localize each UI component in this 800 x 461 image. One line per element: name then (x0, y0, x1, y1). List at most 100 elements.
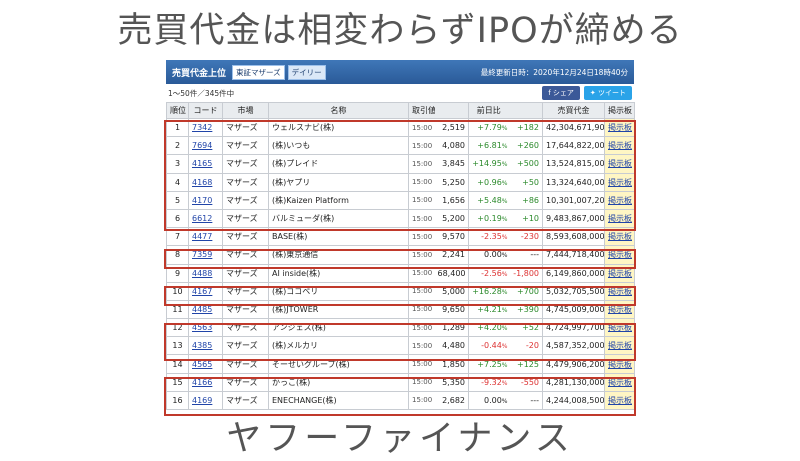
code-link[interactable]: 4485 (188, 299, 223, 320)
time-cell: 15:00 (408, 299, 435, 320)
board-link[interactable]: 掲示板 (604, 336, 635, 356)
code-link[interactable]: 4168 (188, 172, 223, 192)
table-row: 3 4165 マザーズ (株)プレイド 15:00 3,845 +14.95% +500 13,… (166, 154, 635, 174)
time-cell: 15:00 (408, 154, 435, 174)
change-cell: --- (508, 245, 543, 265)
rank-cell: 1 (166, 117, 189, 138)
price-cell: 5,350 (434, 372, 469, 392)
price-cell: 2,519 (434, 117, 469, 138)
last-updated: 最終更新日時：2020年12月24日18時40分 (480, 67, 628, 77)
code-link[interactable]: 6612 (188, 208, 223, 229)
price-cell: 2,241 (434, 245, 469, 265)
code-link[interactable]: 7359 (188, 245, 223, 265)
board-link[interactable]: 掲示板 (604, 245, 635, 265)
code-link[interactable]: 4166 (188, 372, 223, 392)
name-cell: そーせいグループ(株) (268, 354, 409, 374)
board-link[interactable]: 掲示板 (604, 172, 635, 192)
rank-cell: 6 (166, 208, 189, 229)
board-link[interactable]: 掲示板 (604, 390, 635, 411)
table-row: 5 4170 マザーズ (株)Kaizen Platform 15:00 1,656 +5.… (166, 190, 635, 210)
code-link[interactable]: 4477 (188, 227, 223, 247)
rank-cell: 15 (166, 372, 189, 392)
table-body: 1 7342 マザーズ ウェルスナビ(株) 15:00 2,519 +7.79% +182 42… (166, 117, 635, 411)
code-link[interactable]: 4169 (188, 390, 223, 411)
board-link[interactable]: 掲示板 (604, 263, 635, 283)
rank-cell: 14 (166, 354, 189, 374)
trading-value-cell: 4,724,997,700 (542, 318, 605, 338)
code-link[interactable]: 4563 (188, 318, 223, 338)
change-cell: +86 (508, 190, 543, 210)
name-cell: バルミューダ(株) (268, 208, 409, 229)
board-link[interactable]: 掲示板 (604, 190, 635, 210)
table-row: 15 4166 マザーズ かっこ(株) 15:00 5,350 -9.32% -550 4,28… (166, 372, 635, 392)
change-cell: +50 (508, 172, 543, 192)
twitter-share-button[interactable]: ✦ ツイート (583, 86, 632, 100)
rank-cell: 16 (166, 390, 189, 411)
time-cell: 15:00 (408, 172, 435, 192)
price-cell: 9,570 (434, 227, 469, 247)
table-row: 2 7694 マザーズ (株)いつも 15:00 4,080 +6.81% +260 17,64… (166, 136, 635, 156)
change-pct-value: +14.95 (472, 159, 502, 169)
board-link-label: 掲示板 (608, 123, 632, 133)
change-pct-value: +5.48 (477, 195, 502, 205)
market-cell: マザーズ (222, 299, 269, 320)
market-cell: マザーズ (222, 336, 269, 356)
trading-value-cell: 4,745,009,000 (542, 299, 605, 320)
col-board-header: 掲示板 (604, 102, 635, 119)
board-link[interactable]: 掲示板 (604, 227, 635, 247)
change-pct-value: 0.00 (483, 250, 502, 260)
board-link[interactable]: 掲示板 (604, 354, 635, 374)
market-cell: マザーズ (222, 154, 269, 174)
trading-value-cell: 4,244,008,500 (542, 390, 605, 411)
code-link[interactable]: 4170 (188, 190, 223, 210)
panel-titlebar: 売買代金上位 東証マザーズ デイリー 最終更新日時：2020年12月24日18時… (166, 60, 634, 84)
code-link[interactable]: 4385 (188, 336, 223, 356)
board-link-label: 掲示板 (608, 177, 632, 187)
board-link-label: 掲示板 (608, 268, 632, 278)
slide-footer: ヤフーファイナンス (226, 419, 574, 459)
facebook-share-button[interactable]: f シェア (542, 86, 580, 100)
rank-cell: 7 (166, 227, 189, 247)
change-pct-value: -2.35 (481, 232, 502, 242)
board-link[interactable]: 掲示板 (604, 208, 635, 229)
name-cell: (株)東京通信 (268, 245, 409, 265)
code-link[interactable]: 4167 (188, 281, 223, 301)
board-link-label: 掲示板 (608, 341, 632, 351)
trading-value-cell: 8,593,608,000 (542, 227, 605, 247)
panel-subbar: 1～50件／345件中 f シェア ✦ ツイート (166, 84, 634, 102)
col-time-header: 取引値 (408, 102, 435, 119)
trading-value-cell: 13,324,640,000 (542, 172, 605, 192)
tab-period[interactable]: デイリー (287, 64, 326, 80)
board-link[interactable]: 掲示板 (604, 299, 635, 320)
table-row: 14 4565 マザーズ そーせいグループ(株) 15:00 1,850 +7.25% +12… (166, 354, 635, 374)
trading-value-cell: 10,301,007,200 (542, 190, 605, 210)
trading-value-cell: 4,479,906,200 (542, 354, 605, 374)
trading-value-cell: 17,644,822,000 (542, 136, 605, 156)
board-link-label: 掲示板 (608, 250, 632, 260)
board-link[interactable]: 掲示板 (604, 117, 635, 138)
board-link[interactable]: 掲示板 (604, 318, 635, 338)
col-rank-header: 順位 (166, 102, 189, 119)
change-pct-cell: -0.44% (468, 336, 509, 356)
rank-cell: 12 (166, 318, 189, 338)
code-link[interactable]: 4488 (188, 263, 223, 283)
rank-cell: 13 (166, 336, 189, 356)
change-cell: +10 (508, 208, 543, 229)
twitter-share-label: ツイート (598, 89, 626, 97)
board-link[interactable]: 掲示板 (604, 154, 635, 174)
board-link[interactable]: 掲示板 (604, 136, 635, 156)
code-link[interactable]: 4565 (188, 354, 223, 374)
change-pct-cell: +6.81% (468, 136, 509, 156)
board-link[interactable]: 掲示板 (604, 372, 635, 392)
change-pct-value: -2.56 (481, 268, 502, 278)
time-cell: 15:00 (408, 390, 435, 411)
tab-market[interactable]: 東証マザーズ (232, 64, 285, 80)
code-link[interactable]: 7342 (188, 117, 223, 138)
board-link[interactable]: 掲示板 (604, 281, 635, 301)
table-row: 11 4485 マザーズ (株)JTOWER 15:00 9,650 +4.21% +390 4… (166, 299, 635, 320)
change-pct-value: +7.25 (477, 359, 502, 369)
market-cell: マザーズ (222, 227, 269, 247)
code-link[interactable]: 4165 (188, 154, 223, 174)
trading-value-cell: 7,444,718,400 (542, 245, 605, 265)
code-link[interactable]: 7694 (188, 136, 223, 156)
